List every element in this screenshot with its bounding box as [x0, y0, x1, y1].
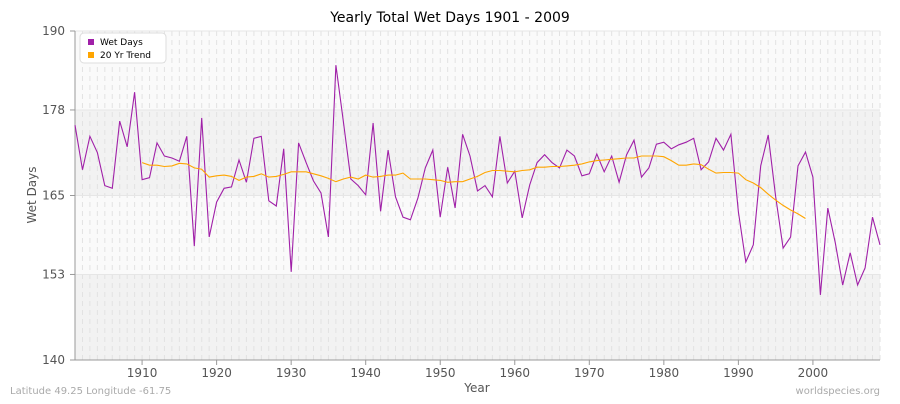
grid-band	[75, 274, 880, 360]
x-tick-label: 1950	[425, 366, 456, 380]
footer-location: Latitude 49.25 Longitude -61.75	[10, 386, 171, 397]
x-tick-label: 1960	[499, 366, 530, 380]
x-tick-label: 1920	[201, 366, 232, 380]
y-tick-label: 153	[42, 267, 65, 281]
y-tick-label: 140	[42, 353, 65, 367]
x-tick-label: 1980	[649, 366, 680, 380]
x-tick-label: 1970	[574, 366, 605, 380]
y-tick-label: 178	[42, 103, 65, 117]
chart-title: Yearly Total Wet Days 1901 - 2009	[329, 10, 570, 26]
footer-source: worldspecies.org	[796, 386, 880, 397]
legend-label-wet-days: Wet Days	[100, 38, 143, 48]
y-tick-label: 165	[42, 189, 65, 203]
y-axis-label: Wet Days	[25, 166, 39, 223]
x-tick-label: 1910	[127, 366, 158, 380]
grid-band	[75, 195, 880, 275]
legend-label-trend: 20 Yr Trend	[100, 51, 151, 61]
x-tick-label: 1990	[723, 366, 754, 380]
legend: Wet Days 20 Yr Trend	[79, 32, 167, 64]
trend-line	[141, 155, 806, 219]
x-tick-label: 2000	[798, 366, 829, 380]
x-tick-label: 1940	[350, 366, 381, 380]
legend-swatch-trend	[88, 52, 94, 58]
wet-days-line	[74, 65, 881, 295]
legend-swatch-wet-days	[88, 39, 94, 45]
y-tick-label: 190	[42, 24, 65, 38]
x-axis-label: Year	[463, 381, 489, 395]
x-tick-label: 1930	[276, 366, 307, 380]
